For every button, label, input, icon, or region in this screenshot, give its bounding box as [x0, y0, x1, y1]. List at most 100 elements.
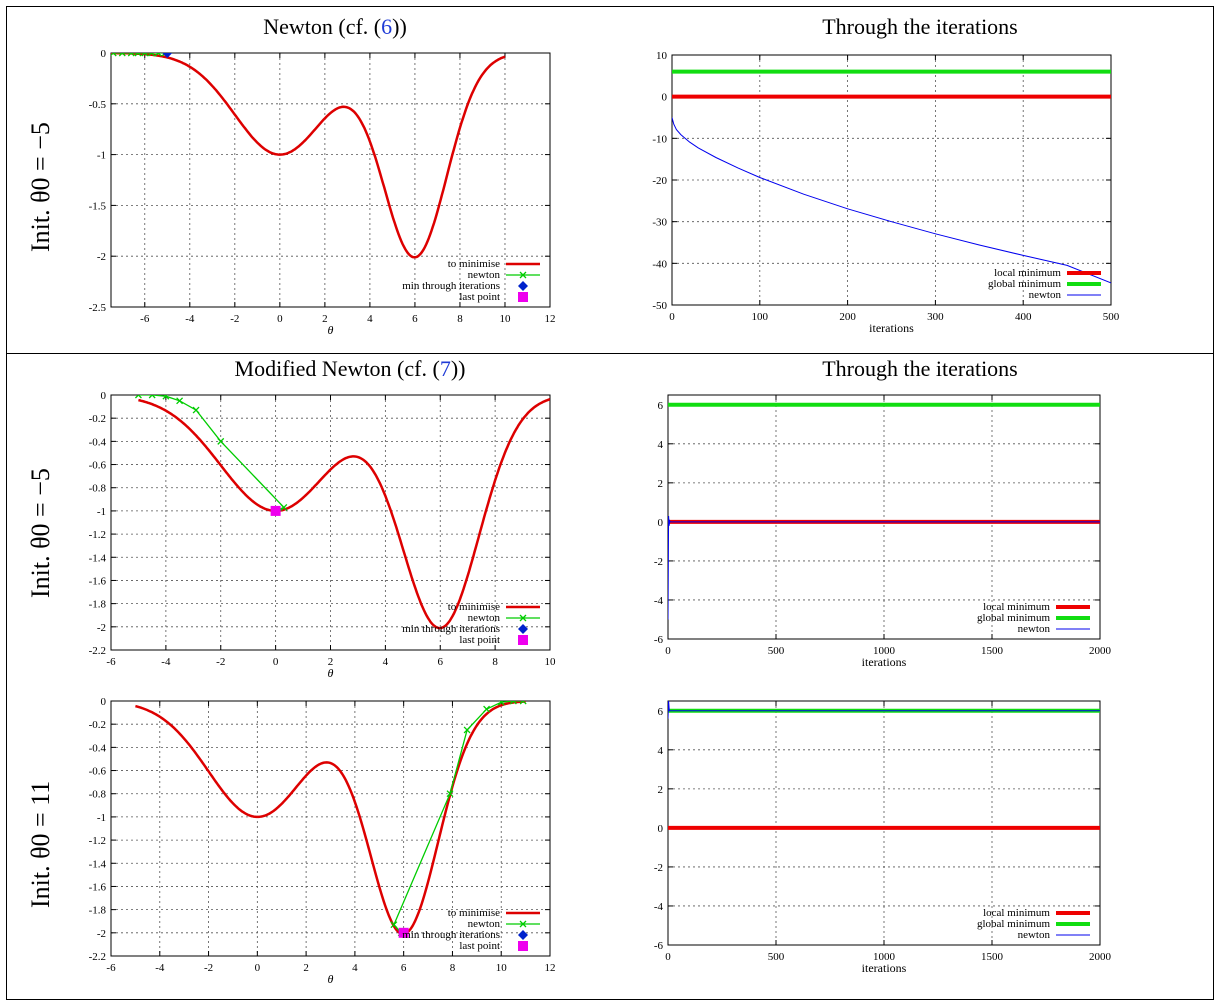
x-tick-label: -2 [230, 313, 239, 325]
x-tick-label: 0 [255, 962, 261, 974]
x-axis-label: iterations [862, 655, 907, 669]
y-tick-label: 0 [101, 390, 107, 402]
last-point-marker [398, 927, 409, 938]
x-tick-label: 10 [545, 656, 557, 668]
newton-point [280, 503, 288, 511]
x-axis-label: iterations [862, 961, 907, 975]
x-tick-label: 0 [669, 311, 675, 323]
x-axis-label: iterations [869, 321, 914, 335]
chart-c6: 0 500 1000 1500 2000 6 4 2 0 -2 -4 -6 iterations loca… [654, 700, 1112, 975]
y-tick-label: -0.2 [89, 413, 106, 425]
chart-c3: -6 -4 -2 0 2 4 6 8 10 0 -0.2 -0.4 -0.6 -0.8 -1 -1.2 -1.4… [89, 390, 556, 680]
legend-label: min through iterations [402, 280, 500, 292]
legend-label: local minimum [994, 267, 1061, 279]
newton-point [176, 397, 184, 405]
legend-swatch [518, 624, 528, 634]
x-tick-label: 500 [768, 645, 785, 657]
legend-label: to minimise [448, 907, 500, 919]
outer-frame [6, 6, 1214, 1000]
y-tick-label: -1.2 [89, 835, 106, 847]
title-through-iterations-1: Through the iterations [822, 14, 1018, 39]
newton-point [154, 53, 162, 57]
y-tick-label: -0.6 [89, 766, 107, 778]
y-tick-label: 0 [101, 48, 107, 60]
title-modified-newton-close: )) [450, 356, 466, 381]
x-tick-label: 10 [496, 962, 508, 974]
x-tick-label: 4 [352, 962, 358, 974]
y-tick-label: 0 [101, 696, 107, 708]
legend-label: to minimise [448, 601, 500, 613]
y-tick-label: -0.4 [89, 436, 107, 448]
x-tick-label: -2 [216, 656, 225, 668]
y-tick-label: -6 [654, 634, 664, 646]
newton-point [127, 53, 135, 57]
title-newton: Newton (cf. (6)) [200, 14, 470, 40]
equation-ref-6[interactable]: 6 [381, 14, 393, 39]
legend-label: global minimum [977, 918, 1050, 930]
legend-label: last point [459, 634, 500, 646]
y-tick-label: -50 [652, 300, 667, 312]
y-tick-label: -0.6 [89, 460, 107, 472]
y-tick-label: 6 [658, 706, 664, 718]
x-tick-label: 300 [927, 311, 944, 323]
y-tick-label: 10 [656, 50, 668, 62]
y-tick-label: -0.8 [89, 483, 107, 495]
newton-point [217, 437, 225, 445]
series-newton-iterations [668, 515, 1100, 620]
x-tick-label: 2000 [1089, 951, 1112, 963]
y-tick-label: -2 [654, 862, 663, 874]
y-tick-label: -1.2 [89, 529, 106, 541]
x-tick-label: 200 [839, 311, 856, 323]
y-tick-label: 6 [658, 400, 664, 412]
title-modified-newton-text: Modified Newton (cf. ( [234, 356, 440, 381]
newton-point [483, 705, 491, 713]
series-newton-iterations [668, 701, 1100, 719]
title-newton-close: )) [392, 14, 407, 39]
x-tick-label: 0 [273, 656, 279, 668]
legend-label: last point [459, 291, 500, 303]
title-modified-newton: Modified Newton (cf. (7)) [180, 356, 520, 382]
series-newton [138, 395, 286, 512]
series-to-minimise [138, 398, 550, 630]
x-tick-label: 6 [438, 656, 444, 668]
x-tick-label: 4 [383, 656, 389, 668]
x-tick-label: 2000 [1089, 645, 1112, 657]
x-tick-label: -4 [155, 962, 165, 974]
x-tick-label: 1500 [981, 951, 1004, 963]
legend-label: newton [1018, 623, 1051, 635]
x-tick-label: -6 [106, 656, 116, 668]
legend-swatch [518, 930, 528, 940]
equation-ref-7[interactable]: 7 [439, 356, 451, 381]
legend-label: to minimise [448, 258, 500, 270]
y-tick-label: -2 [97, 251, 106, 263]
y-tick-label: -4 [654, 595, 664, 607]
x-tick-label: 100 [752, 311, 769, 323]
y-tick-label: 4 [658, 439, 664, 451]
title-newton-text: Newton (cf. ( [263, 14, 382, 39]
y-tick-label: 0 [658, 517, 664, 529]
legend-label: min through iterations [402, 929, 500, 941]
x-tick-label: 2 [328, 656, 334, 668]
legend-swatch [518, 941, 528, 951]
last-point-marker [270, 505, 281, 516]
x-tick-label: 8 [457, 313, 463, 325]
x-tick-label: 0 [277, 313, 283, 325]
y-tick-label: -6 [654, 940, 664, 952]
newton-point [118, 53, 126, 57]
x-tick-label: 1500 [981, 645, 1004, 657]
y-tick-label: -10 [652, 133, 667, 145]
x-tick-label: 12 [545, 962, 556, 974]
newton-point [497, 701, 505, 706]
chart-c5: -6 -4 -2 0 2 4 6 8 10 12 0 -0.2 -0.4 -0.6 -0.8 -1 -1.2 -1… [89, 696, 556, 986]
legend-label: local minimum [983, 601, 1050, 613]
y-tick-label: 0 [658, 823, 664, 835]
y-tick-label: -1.4 [89, 858, 107, 870]
x-axis-label: θ [328, 323, 334, 337]
y-tick-label: -1.4 [89, 552, 107, 564]
newton-point [390, 921, 398, 929]
y-tick-label: -40 [652, 258, 667, 270]
x-tick-label: 1000 [873, 645, 896, 657]
x-tick-label: 1000 [873, 951, 896, 963]
y-tick-label: -1 [97, 150, 106, 162]
x-tick-label: 10 [499, 313, 511, 325]
